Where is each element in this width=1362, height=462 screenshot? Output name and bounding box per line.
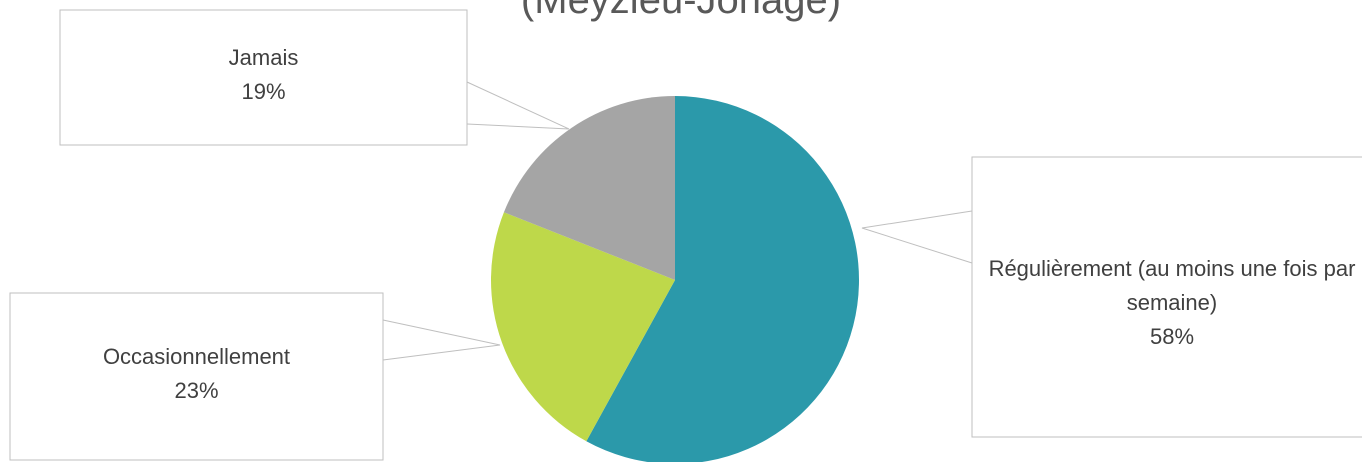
callout-box [9,292,384,461]
callout-box [971,156,1362,438]
data-label: Occasionnellement 23% [10,340,383,408]
value-label: 23% [174,378,219,403]
callout-box [59,9,468,146]
category-label: Régulièrement (au moins une fois par sem… [988,256,1356,315]
value-label: 58% [1149,324,1195,349]
leader-line [466,81,570,130]
pie-slice [586,96,859,462]
leader-line [382,319,501,361]
pie-slice [491,212,675,442]
category-label: Occasionnellement [102,344,291,369]
pie-slice [503,96,675,280]
category-label: Jamais [228,45,299,70]
data-label: Jamais 19% [60,41,467,109]
chart-title: (Meyzieu-Jonage) [520,0,842,22]
leader-line [861,210,973,264]
data-label: Régulièrement (au moins une fois par sem… [972,252,1362,354]
value-label: 19% [241,79,286,104]
